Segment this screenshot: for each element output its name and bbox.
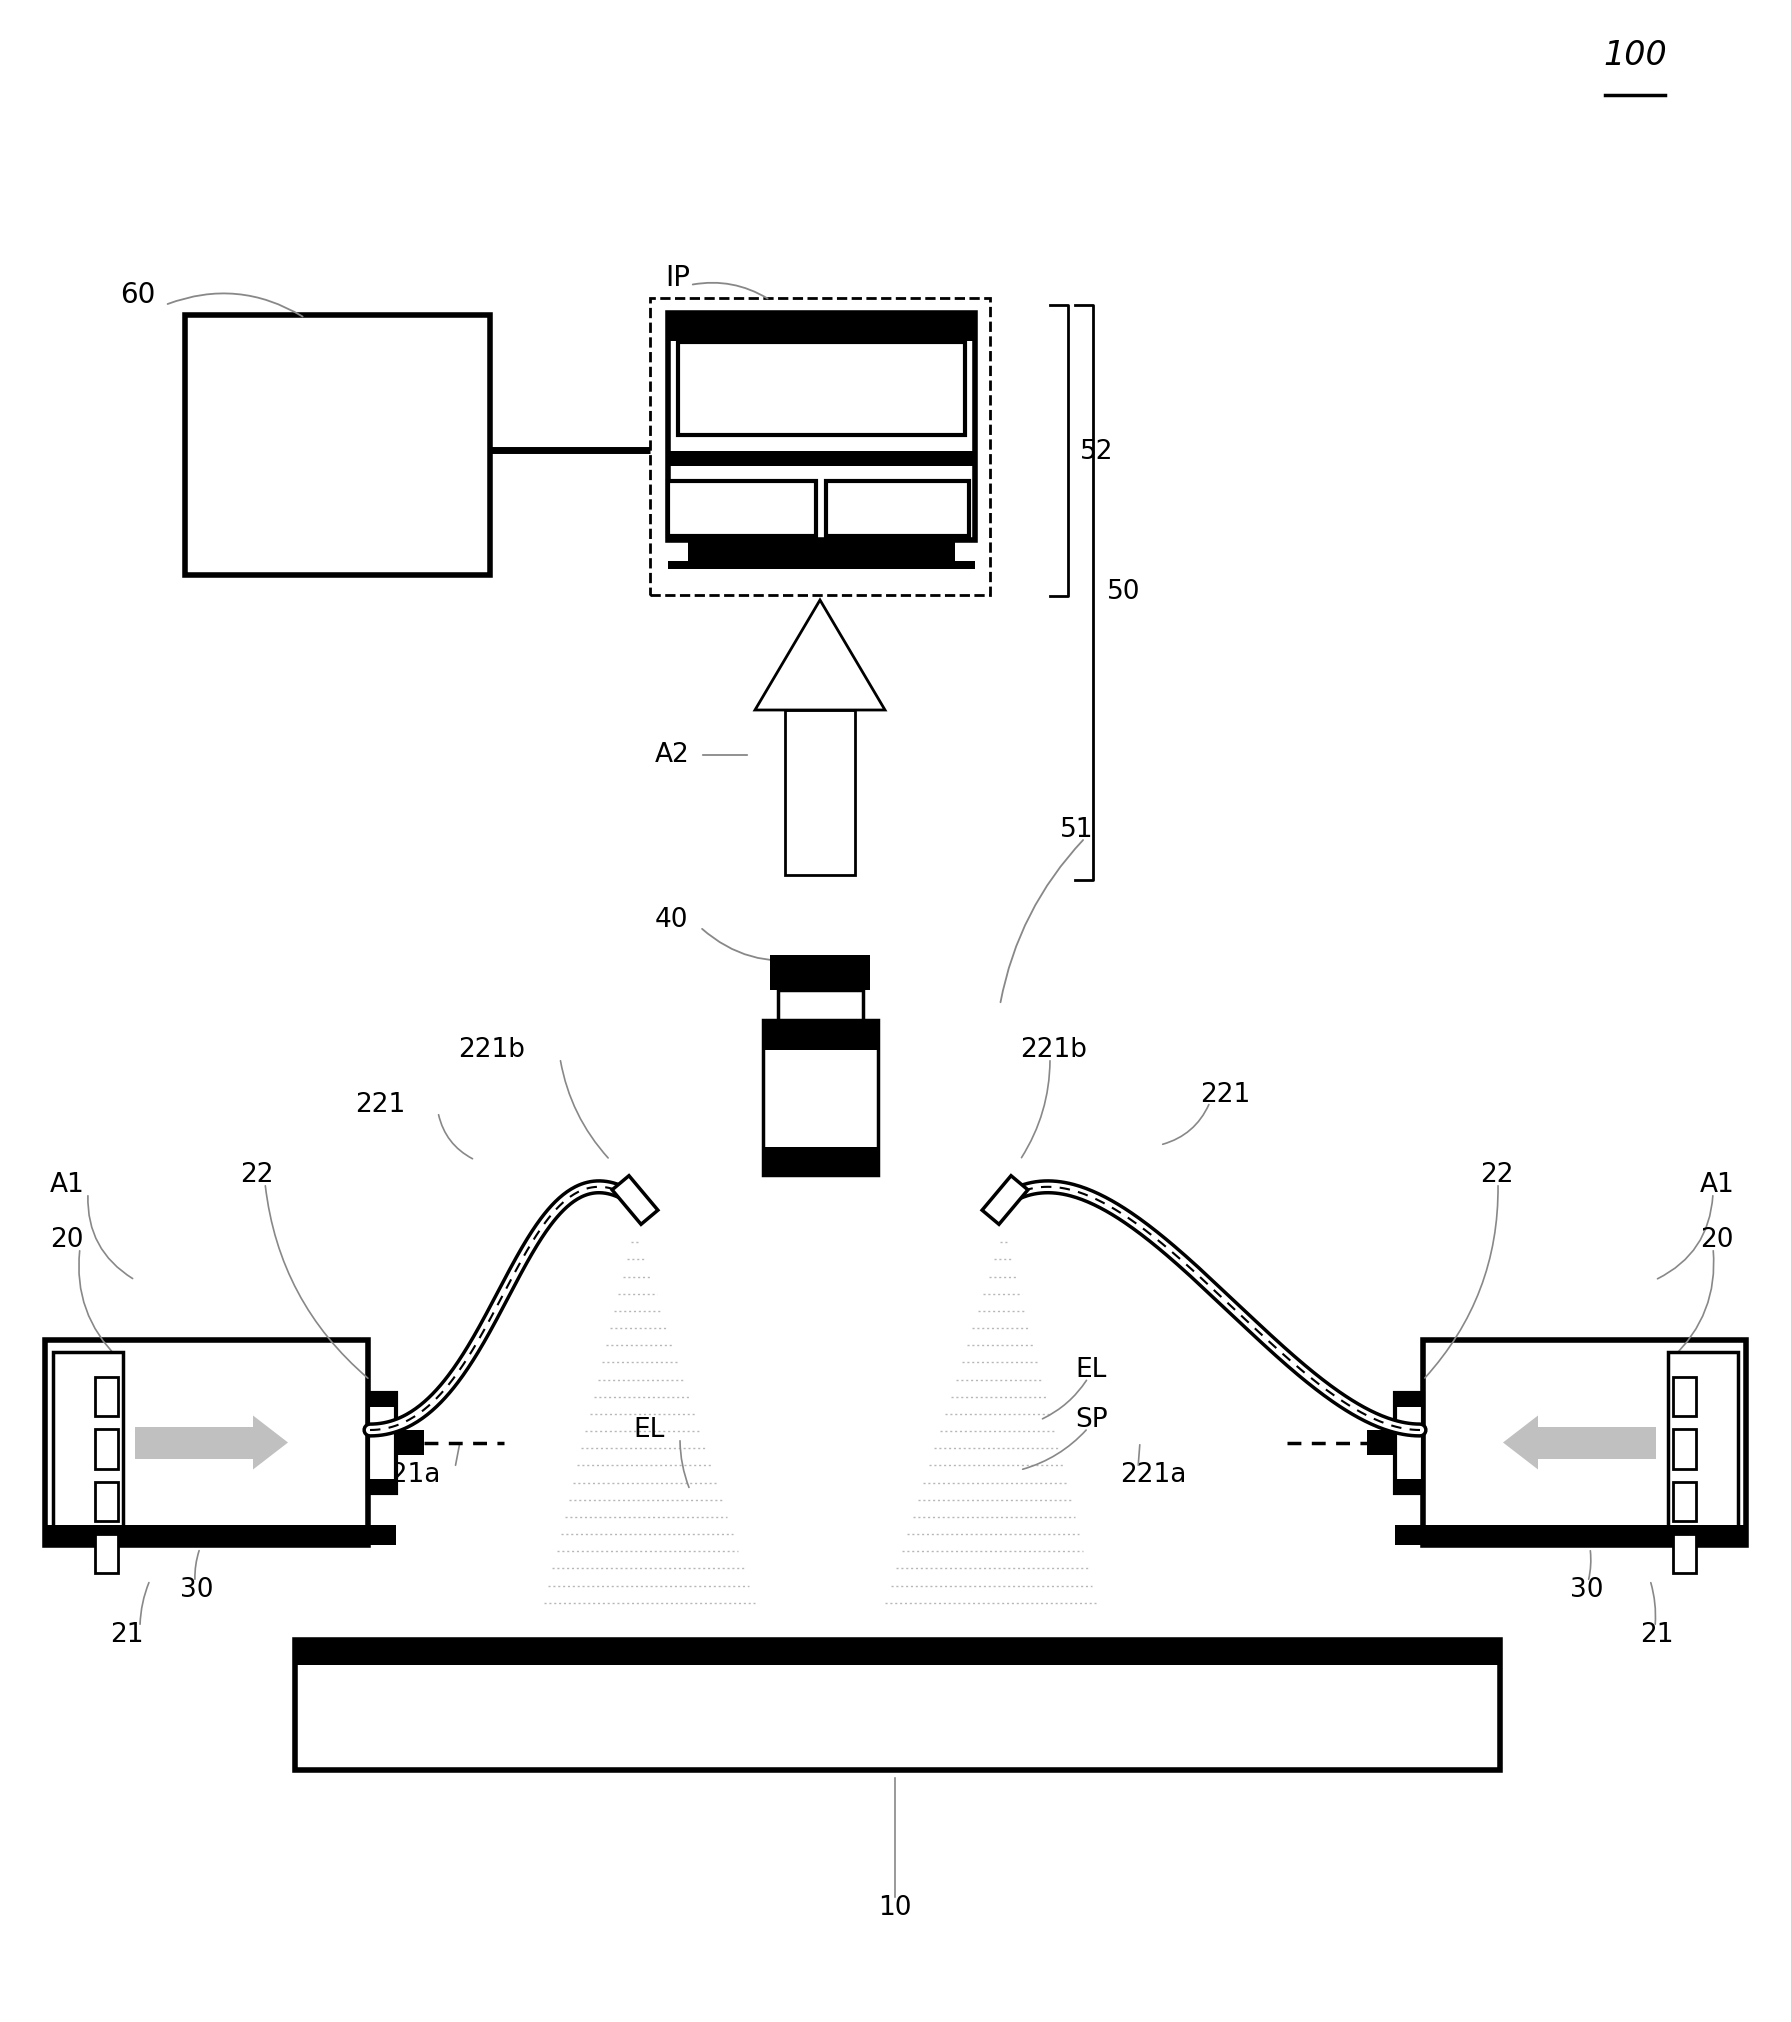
Text: 52: 52 — [1080, 439, 1114, 465]
Text: 221b: 221b — [458, 1037, 525, 1064]
Text: 221a: 221a — [374, 1462, 441, 1488]
Polygon shape — [981, 1175, 1028, 1223]
Text: 50: 50 — [1107, 578, 1141, 605]
Bar — [1395, 1393, 1424, 1492]
Text: 21: 21 — [1641, 1622, 1673, 1648]
Bar — [134, 1426, 253, 1458]
Text: 221b: 221b — [1021, 1037, 1087, 1064]
Text: 30: 30 — [1571, 1577, 1603, 1603]
Text: SP: SP — [1075, 1407, 1107, 1434]
Text: 51: 51 — [1060, 817, 1094, 843]
Text: 40: 40 — [656, 908, 688, 932]
Text: 22: 22 — [240, 1163, 274, 1189]
Text: A1: A1 — [1700, 1173, 1735, 1197]
Text: A1: A1 — [50, 1173, 84, 1197]
Bar — [1395, 1393, 1424, 1407]
Bar — [679, 342, 965, 435]
Polygon shape — [756, 601, 885, 710]
Bar — [54, 1353, 124, 1533]
Polygon shape — [1503, 1415, 1538, 1470]
Bar — [826, 481, 969, 536]
Bar — [770, 954, 870, 991]
Text: 21: 21 — [109, 1622, 143, 1648]
Bar — [1538, 1426, 1657, 1458]
Text: 60: 60 — [120, 281, 156, 309]
Bar — [184, 315, 491, 574]
Bar — [1673, 1535, 1696, 1573]
Bar — [95, 1482, 118, 1521]
Bar — [296, 1640, 1501, 1664]
Bar — [668, 481, 817, 536]
Bar — [1424, 1341, 1746, 1545]
Text: 20: 20 — [50, 1227, 84, 1254]
Bar — [1395, 1478, 1424, 1492]
Bar — [367, 1393, 396, 1407]
Bar — [95, 1430, 118, 1468]
Text: A2: A2 — [656, 742, 690, 768]
Text: IP: IP — [664, 265, 690, 291]
Text: 100: 100 — [1603, 38, 1667, 73]
Bar — [367, 1393, 396, 1492]
Polygon shape — [613, 1175, 657, 1223]
Bar — [668, 560, 974, 568]
Bar — [1673, 1430, 1696, 1468]
Bar — [396, 1430, 424, 1456]
Text: 10: 10 — [878, 1895, 912, 1921]
Polygon shape — [253, 1415, 288, 1470]
Text: 22: 22 — [1479, 1163, 1513, 1189]
Text: 221a: 221a — [1119, 1462, 1186, 1488]
Bar — [688, 542, 955, 560]
Bar — [777, 991, 863, 1019]
Bar — [763, 1146, 878, 1175]
Text: EL: EL — [634, 1417, 664, 1444]
Bar — [296, 1640, 1501, 1769]
Bar — [95, 1377, 118, 1415]
Text: 221: 221 — [1200, 1082, 1250, 1108]
Bar — [1667, 1353, 1737, 1533]
Text: EL: EL — [1075, 1357, 1107, 1383]
Bar — [763, 1019, 878, 1049]
Bar — [1395, 1525, 1746, 1545]
Bar — [45, 1341, 367, 1545]
Bar — [1673, 1482, 1696, 1521]
Bar — [650, 297, 990, 594]
Bar — [763, 1019, 878, 1175]
Bar — [45, 1525, 396, 1545]
Bar — [1673, 1377, 1696, 1415]
Text: 30: 30 — [181, 1577, 213, 1603]
Text: 221: 221 — [355, 1092, 405, 1118]
Bar — [95, 1535, 118, 1573]
Bar — [1367, 1430, 1395, 1456]
Bar — [668, 313, 974, 342]
Bar — [668, 313, 974, 540]
Bar — [367, 1478, 396, 1492]
Text: 20: 20 — [1700, 1227, 1734, 1254]
Bar — [668, 451, 974, 465]
Bar — [784, 710, 854, 876]
